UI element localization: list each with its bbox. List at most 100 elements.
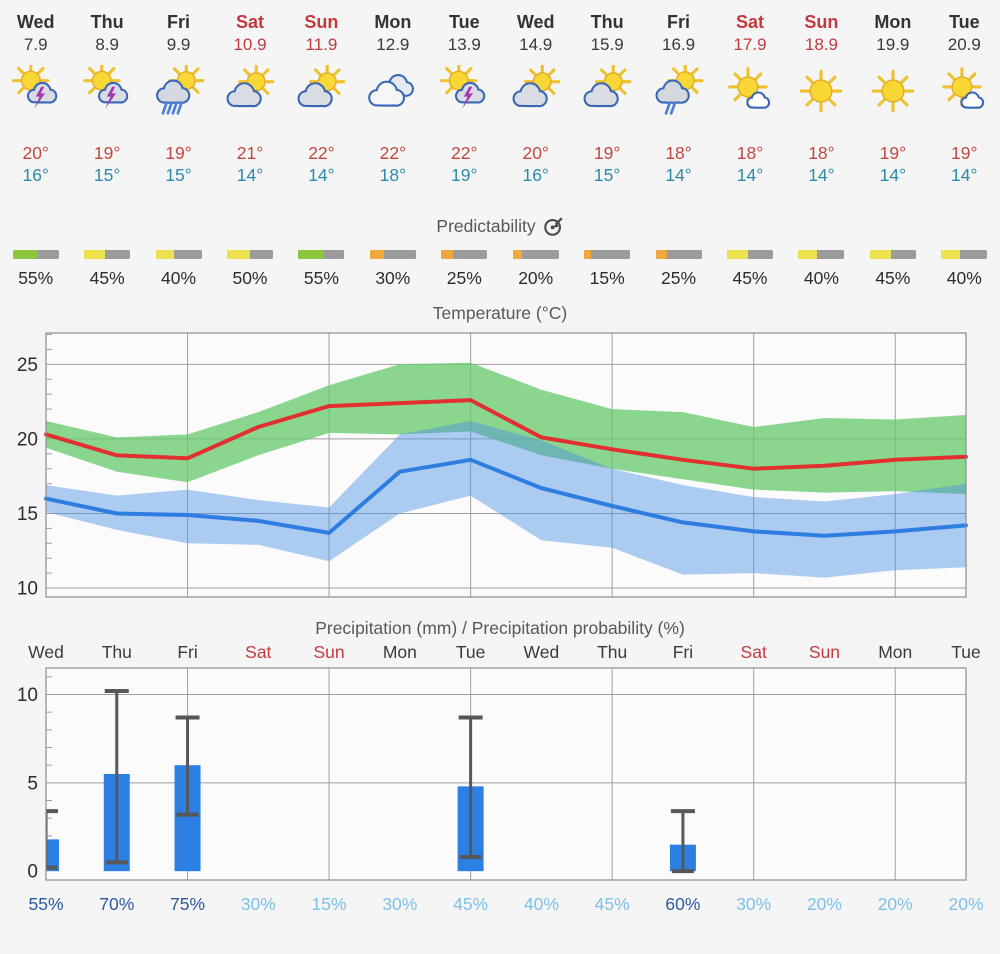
predictability-bar-fill <box>441 250 453 259</box>
precip-probability-label: 15% <box>312 894 347 914</box>
predictability-bar-fill <box>869 250 891 259</box>
day-column[interactable]: Sat 17.9 18° 14° <box>714 10 785 186</box>
temp-ytick-label: 20 <box>17 429 38 450</box>
day-column[interactable]: Tue 13.9 22° 19° <box>429 10 500 186</box>
day-low-temp: 15° <box>93 165 121 185</box>
day-column[interactable]: Thu 8.9 19° 15° <box>71 10 142 186</box>
predictability-cell: 40% <box>929 250 1000 289</box>
day-date: 10.9 <box>233 35 267 54</box>
day-column[interactable]: Fri 9.9 19° 15° <box>143 10 214 186</box>
precip-probability-label: 75% <box>170 894 205 914</box>
day-name: Tue <box>948 12 980 32</box>
day-date: 17.9 <box>733 35 767 54</box>
precip-day-label: Wed <box>524 642 560 662</box>
predictability-cell: 55% <box>286 250 357 289</box>
day-name: Fri <box>167 12 191 32</box>
day-column[interactable]: Wed 7.9 20° 16° <box>0 10 71 186</box>
temp-ytick-label: 10 <box>17 579 38 600</box>
day-icon-slot <box>286 62 357 118</box>
day-column[interactable]: Wed 14.9 20° 16° <box>500 10 571 186</box>
day-column[interactable]: Fri 16.9 18° 14° <box>643 10 714 186</box>
predictability-bar <box>155 250 202 259</box>
day-column[interactable]: Thu 15.9 19° 15° <box>571 10 642 186</box>
predictability-cell: 40% <box>786 250 857 289</box>
day-column[interactable]: Sat 10.9 21° 14° <box>214 10 285 186</box>
precip-day-label: Thu <box>102 642 132 662</box>
day-name: Wed <box>16 12 55 32</box>
day-icon-slot <box>0 62 71 118</box>
day-name: Sat <box>735 12 764 32</box>
temperature-chart-title: Temperature (°C) <box>432 303 568 323</box>
day-date: 7.9 <box>23 35 48 54</box>
day-name: Sat <box>235 12 264 32</box>
precip-day-label: Tue <box>951 642 981 662</box>
weather-icon-cloudy <box>368 74 414 107</box>
predictability-bar-fill <box>941 250 960 259</box>
predictability-bar-fill <box>155 250 174 259</box>
day-high-temp: 18° <box>736 143 764 163</box>
predictability-bar <box>298 250 345 259</box>
day-low-temp: 18° <box>379 165 407 185</box>
temperature-section: Temperature (°C) 10 15 20 25 <box>0 301 1000 608</box>
precip-probability-label: 45% <box>453 894 488 914</box>
weather-icon-partly-cloudy <box>512 65 561 108</box>
day-column[interactable]: Sun 11.9 22° 14° <box>286 10 357 186</box>
predictability-percent: 55% <box>303 268 339 288</box>
day-name: Sun <box>304 12 339 32</box>
predictability-percent: 15% <box>589 268 625 288</box>
predictability-bar-fill <box>12 250 38 259</box>
predictability-percent: 45% <box>89 268 125 288</box>
day-column[interactable]: Mon 12.9 22° 18° <box>357 10 428 186</box>
predictability-bar <box>12 250 59 259</box>
predictability-percent: 45% <box>875 268 911 288</box>
precipitation-chart: Wed Thu Fri Sat Sun Mon Tue Wed Thu Fri Sat Sun Mon T… <box>17 642 984 914</box>
day-icon-slot <box>357 62 428 118</box>
day-column[interactable]: Mon 19.9 19° 14° <box>857 10 928 186</box>
day-icon-slot <box>71 62 142 118</box>
precip-day-label: Mon <box>878 642 912 662</box>
day-date: 20.9 <box>947 35 981 54</box>
precip-probability-label: 60% <box>665 894 700 914</box>
day-column[interactable]: Tue 20.9 19° 14° <box>929 10 1000 186</box>
predictability-bar-fill <box>726 250 748 259</box>
day-date: 11.9 <box>305 35 338 54</box>
precip-probability-label: 70% <box>99 894 134 914</box>
predictability-cell: 45% <box>857 250 928 289</box>
predictability-bar-fill <box>84 250 105 259</box>
weather-icon-light-rain-sun <box>655 65 703 115</box>
precip-day-label: Wed <box>28 642 64 662</box>
weather-icon-mostly-sunny <box>728 67 771 109</box>
predictability-cell: 30% <box>357 250 428 289</box>
day-name: Wed <box>516 12 555 32</box>
predictability-bar <box>726 250 773 259</box>
day-date: 16.9 <box>662 35 696 54</box>
precip-probability-label: 40% <box>524 894 559 914</box>
day-high-temp: 20° <box>22 143 49 163</box>
predictability-title: Predictability <box>436 215 536 236</box>
band-max-temperature-range <box>46 362 966 495</box>
predictability-cell: 15% <box>571 250 642 289</box>
weather-icon-sun-thunderstorm <box>440 65 486 109</box>
precip-ytick-label: 0 <box>27 862 38 883</box>
day-high-temp: 22° <box>308 143 335 163</box>
line-min-temperature <box>44 457 968 538</box>
day-date: 13.9 <box>447 35 481 54</box>
weather-icon-sun-thunderstorm <box>83 65 129 109</box>
predictability-cell: 25% <box>429 250 500 289</box>
precip-day-label: Fri <box>177 642 197 662</box>
predictability-percent: 55% <box>18 268 54 288</box>
day-icon-slot <box>786 62 857 118</box>
predictability-cell: 45% <box>714 250 785 289</box>
predictability-bar <box>226 250 273 259</box>
day-high-temp: 18° <box>808 143 835 163</box>
day-column[interactable]: Sun 18.9 18° 14° <box>786 10 857 186</box>
precip-day-label: Tue <box>456 642 486 662</box>
predictability-bar <box>441 250 488 259</box>
line-max-temperature <box>44 398 968 471</box>
predictability-percent: 25% <box>446 268 482 288</box>
weather-icon-sun-thunderstorm <box>11 65 57 109</box>
precip-probability-label: 55% <box>28 894 63 914</box>
predictability-percent: 25% <box>661 268 697 288</box>
day-high-temp: 19° <box>593 143 621 163</box>
target-icon <box>543 216 563 236</box>
